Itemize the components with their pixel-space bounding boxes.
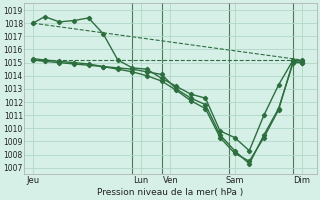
X-axis label: Pression niveau de la mer( hPa ): Pression niveau de la mer( hPa ) (97, 188, 244, 197)
